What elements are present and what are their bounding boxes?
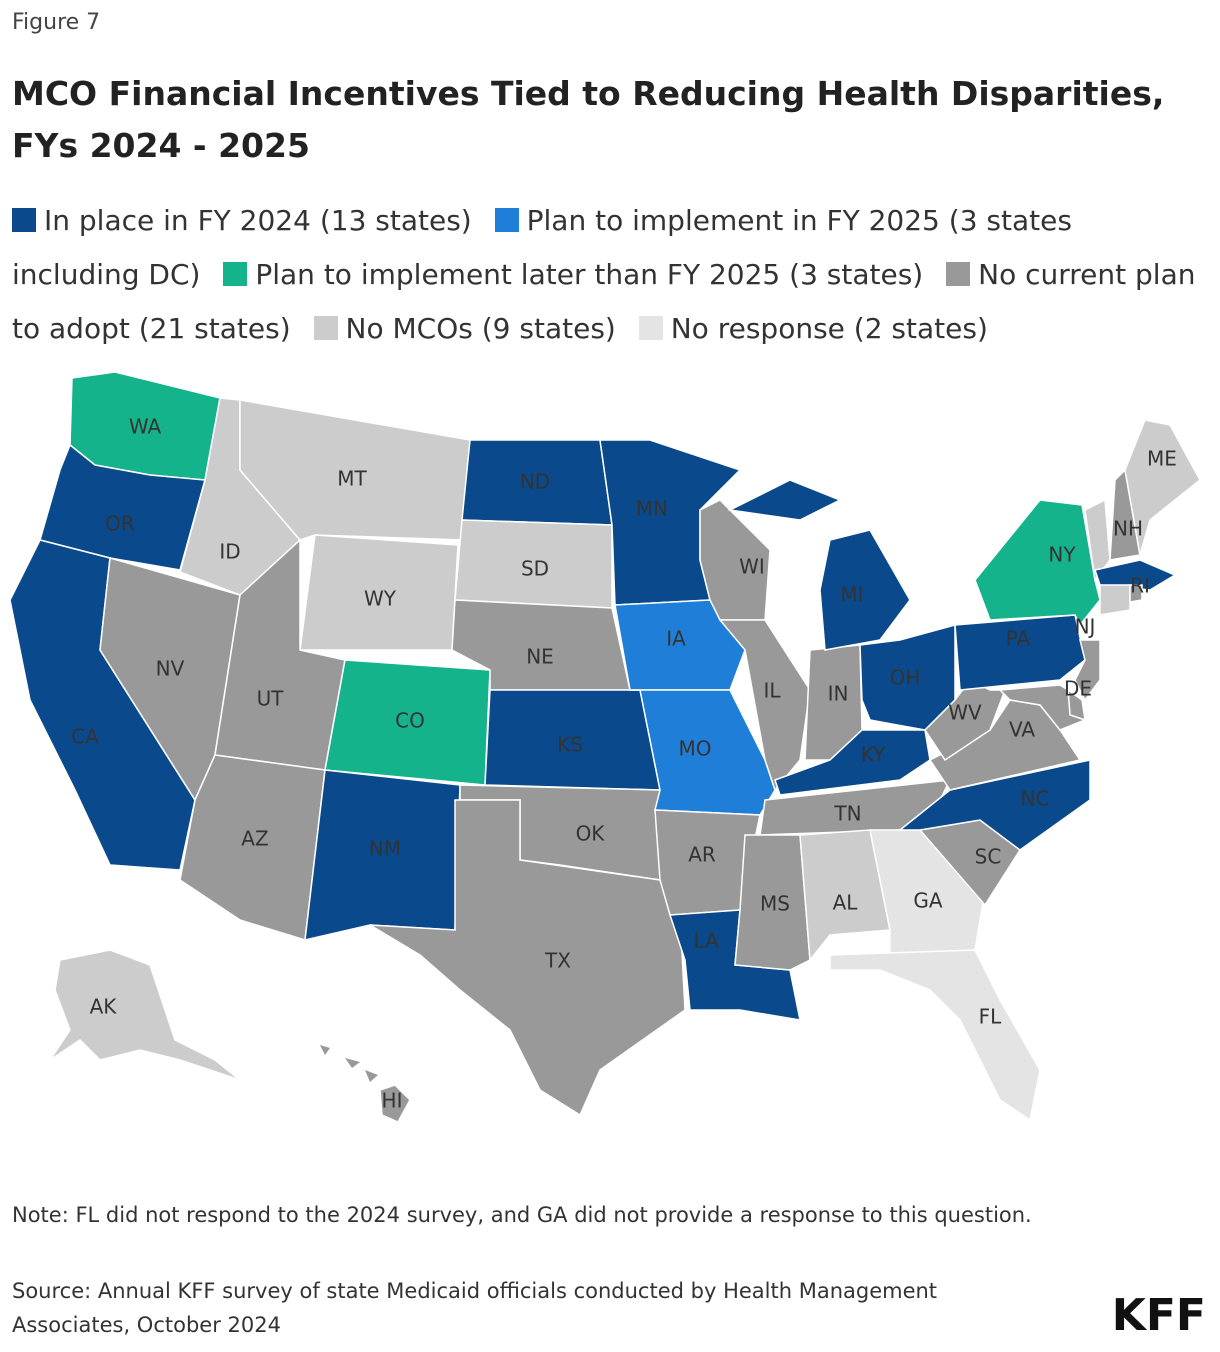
state-label: AR (688, 843, 716, 867)
legend-swatch (946, 262, 971, 286)
state-label: WY (364, 587, 397, 611)
state (369, 799, 686, 1117)
legend-swatch (494, 208, 519, 232)
state-label: NV (156, 657, 185, 681)
state-label: CO (395, 709, 425, 733)
source: Source: Annual KFF survey of state Medic… (12, 1279, 938, 1337)
state-label: SC (975, 845, 1002, 869)
state (774, 729, 931, 796)
legend-label: Plan to implement later than FY 2025 (3 … (255, 258, 924, 291)
state (829, 949, 1041, 1122)
state-label: FL (979, 1005, 1003, 1029)
peninsula (727, 479, 842, 521)
state-label: MS (760, 892, 790, 916)
state-label: UT (257, 687, 285, 711)
state-label: NE (526, 645, 554, 669)
state (1074, 639, 1101, 702)
state (998, 684, 1088, 731)
state-label: ND (520, 470, 550, 494)
state (614, 599, 746, 691)
state (799, 829, 891, 962)
state-label: MT (337, 467, 367, 491)
state (1129, 584, 1143, 603)
state-label: AL (833, 891, 859, 915)
legend-item: Plan to implement in FY 2025 (3 states i… (12, 204, 1072, 291)
state-label: CA (71, 725, 99, 749)
state-label: OR (105, 512, 135, 536)
state-label: ME (1147, 447, 1177, 471)
state-label: MN (636, 497, 668, 521)
legend-swatch (313, 316, 338, 340)
legend-item: No current plan to adopt (21 states) (12, 258, 1195, 345)
legend-label: No response (2 states) (670, 312, 988, 345)
title: MCO Financial Incentives Tied to Reducin… (12, 74, 1165, 165)
note: Note: FL did not respond to the 2024 sur… (12, 1203, 1032, 1227)
state-label: IL (763, 679, 781, 703)
state-label: TX (544, 949, 571, 973)
legend: In place in FY 2024 (13 states) Plan to … (12, 194, 1202, 356)
state-label: PA (1006, 627, 1031, 651)
state-label: VA (1009, 718, 1035, 742)
state-label: TN (833, 802, 861, 826)
legend-item: No MCOs (9 states) (313, 312, 616, 345)
state (1124, 419, 1201, 556)
legend-swatch (638, 316, 663, 340)
state-label: IN (828, 682, 849, 706)
state-label: MO (679, 737, 712, 761)
legend-label: No MCOs (9 states) (345, 312, 616, 345)
state (49, 949, 241, 1081)
state (924, 679, 1007, 762)
state-label: LA (693, 929, 719, 953)
state (1099, 584, 1131, 616)
state (1094, 559, 1177, 591)
legend-item: Plan to implement later than FY 2025 (3 … (223, 258, 923, 291)
state-label: HI (382, 1089, 403, 1113)
state-label: MI (840, 583, 863, 607)
state-label: NM (369, 837, 401, 861)
state-label: NH (1113, 517, 1143, 541)
legend-item: No response (2 states) (638, 312, 988, 345)
state (974, 499, 1101, 627)
state-label: NJ (1075, 615, 1096, 639)
state-label: RI (1130, 574, 1150, 598)
state-label: AK (90, 995, 118, 1019)
logo: KFF (1111, 1290, 1206, 1341)
legend-label: No current plan to adopt (21 states) (12, 258, 1196, 345)
legend-swatch (223, 262, 248, 286)
legend-label: In place in FY 2024 (13 states) (44, 204, 472, 237)
island (320, 1045, 330, 1055)
state-label: ID (219, 540, 240, 564)
legend-swatch (12, 208, 36, 232)
state-label: KY (861, 743, 886, 767)
state-label: SD (521, 557, 549, 581)
state-label: WV (948, 701, 982, 725)
state-label: DE (1064, 677, 1092, 701)
state-label: AZ (241, 827, 268, 851)
state-label: NC (1021, 787, 1050, 811)
state-label: GA (913, 889, 942, 913)
legend-label: Plan to implement in FY 2025 (3 states i… (12, 204, 1072, 291)
state (819, 529, 911, 651)
state-label: WI (739, 555, 765, 579)
figure-label: Figure 7 (12, 10, 101, 35)
legend-item: In place in FY 2024 (13 states) (12, 204, 472, 237)
state-label: WA (129, 415, 162, 439)
state-label: OK (576, 822, 606, 846)
state-label: IA (666, 627, 686, 651)
state-label: KS (557, 733, 583, 757)
state (379, 1084, 411, 1123)
island (365, 1070, 378, 1082)
state-label: NY (1048, 543, 1076, 567)
island (345, 1058, 360, 1068)
state-label: OH (890, 666, 921, 690)
